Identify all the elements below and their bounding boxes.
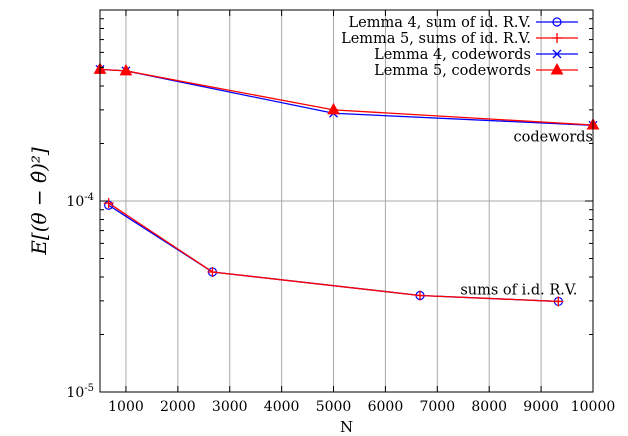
y-tick-base: 10 (66, 385, 84, 401)
legend-label: Lemma 5, codewords (374, 63, 531, 79)
legend-swatch-marker (552, 49, 562, 59)
y-tick-exponent: -5 (84, 383, 94, 394)
y-tick-exponent: -4 (84, 192, 94, 203)
x-tick-label: 6000 (368, 399, 404, 415)
legend-entry: Lemma 5, codewords (374, 62, 578, 79)
x-tick-label: 8000 (471, 399, 507, 415)
data-point (553, 296, 564, 307)
x-tick-label: 9000 (523, 399, 559, 415)
x-axis-title: N (340, 418, 353, 436)
annotation: codewords (513, 130, 593, 146)
x-tick-label: 7000 (419, 399, 455, 415)
data-point (207, 266, 218, 277)
legend-entry: Lemma 5, sums of id. R.V. (341, 31, 578, 47)
annotation: sums of i.d. R.V. (460, 282, 577, 298)
y-tick-label: 10-5 (66, 383, 94, 401)
legend-entry: Lemma 4, sum of id. R.V. (349, 15, 578, 31)
legend-swatch-marker (550, 62, 564, 75)
data-point (327, 102, 340, 115)
y-axis-title: E[(θ − θ̂)²] (27, 147, 51, 256)
x-tick-label: 3000 (212, 399, 248, 415)
y-tick-label: 10-4 (66, 192, 94, 210)
x-tick-label: 10000 (571, 399, 616, 415)
legend-swatch-marker (552, 17, 562, 27)
x-tick-label: 4000 (264, 399, 300, 415)
legend-swatch-marker (552, 33, 562, 43)
x-tick-label: 2000 (160, 399, 196, 415)
plot-frame (99, 9, 594, 393)
x-tick-label: 5000 (316, 399, 352, 415)
legend-label: Lemma 4, codewords (374, 47, 531, 63)
legend-entry: Lemma 4, codewords (374, 47, 578, 63)
x-tick-label: 1000 (108, 399, 144, 415)
series-2 (103, 198, 564, 307)
data-point (415, 290, 426, 301)
series-line (99, 68, 594, 126)
series-line (108, 202, 559, 303)
legend-label: Lemma 5, sums of id. R.V. (341, 31, 531, 47)
data-point (119, 63, 133, 76)
legend-label: Lemma 4, sum of id. R.V. (349, 15, 531, 31)
y-tick-base: 10 (66, 194, 84, 210)
data-point (103, 198, 114, 209)
